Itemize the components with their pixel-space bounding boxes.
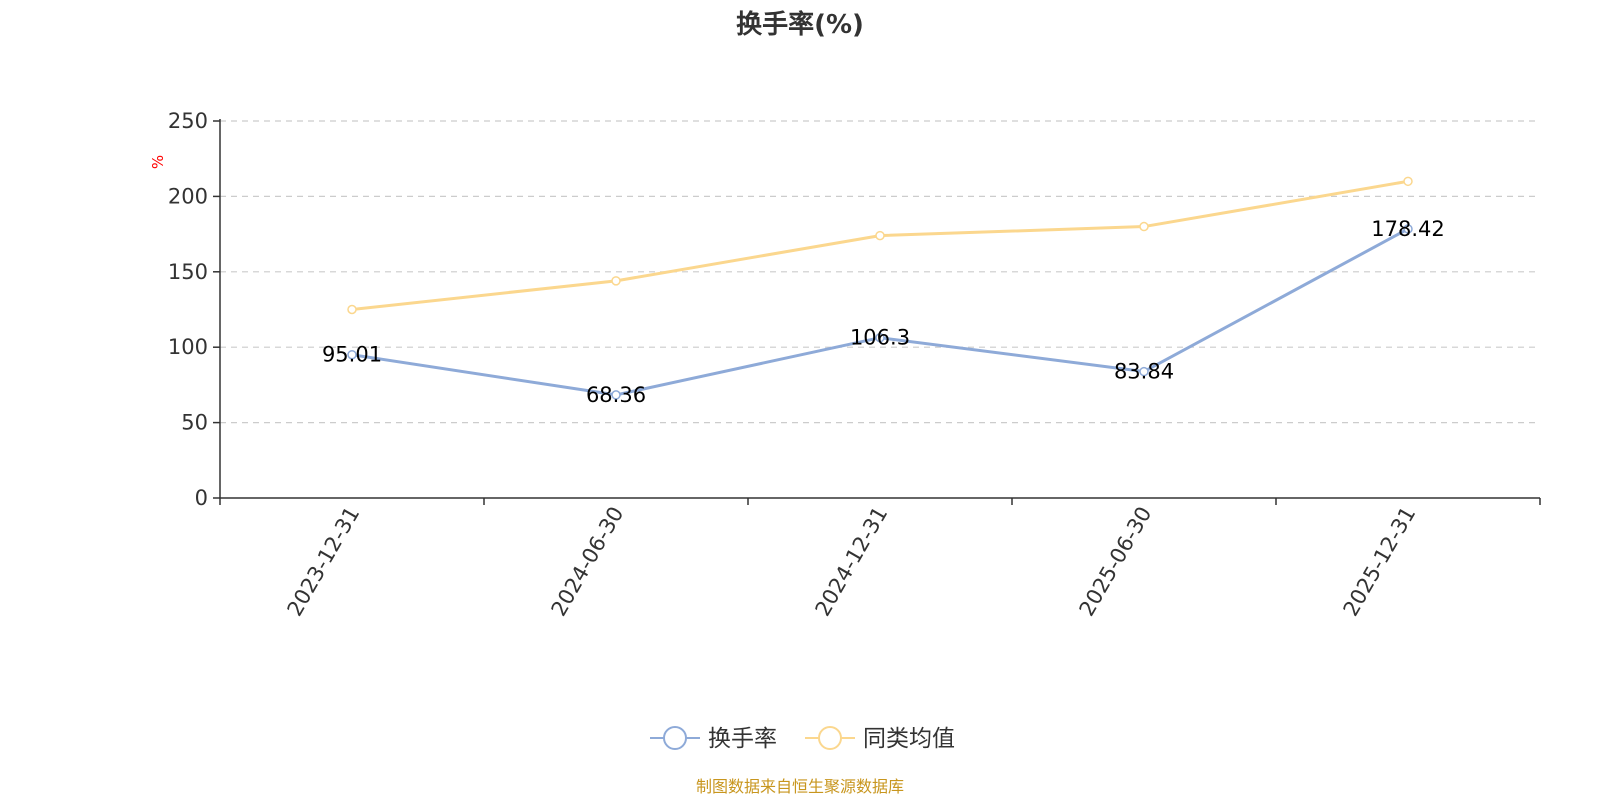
data-point[interactable] (875, 230, 885, 241)
legend-item-1[interactable]: 同类均值 (805, 726, 955, 752)
chart-title: 换手率(%) (736, 9, 864, 40)
data-point[interactable] (347, 304, 357, 315)
y-tick-label: 150 (168, 260, 208, 284)
data-label: 83.84 (1114, 360, 1174, 384)
legend-label: 换手率 (708, 726, 777, 752)
data-point[interactable] (1403, 224, 1413, 234)
x-tick-label: 2025-06-30 (1075, 503, 1157, 621)
y-tick-label: 200 (168, 184, 208, 208)
legend-circle-icon (663, 726, 687, 750)
y-tick-label: 250 (168, 109, 208, 133)
y-axis-unit-label: % (149, 155, 167, 169)
legend-item-0[interactable]: 换手率 (650, 726, 777, 752)
data-point[interactable] (611, 390, 621, 400)
y-tick-label: 50 (181, 411, 208, 435)
x-tick-label: 2025-12-31 (1339, 503, 1421, 621)
data-label: 95.01 (322, 343, 382, 367)
y-tick-label: 100 (168, 335, 208, 359)
x-tick-label: 2024-06-30 (547, 503, 629, 621)
data-labels: 95.01 68.36 106.3 83.84 178.42 (322, 217, 1445, 407)
data-point[interactable] (1139, 366, 1149, 377)
data-point[interactable] (1139, 221, 1149, 232)
legend-label: 同类均值 (863, 726, 955, 752)
data-point[interactable] (1403, 176, 1413, 187)
data-point[interactable] (875, 332, 885, 343)
series-line-1 (351, 179, 1409, 311)
x-tick-label: 2023-12-31 (283, 503, 365, 621)
data-label: 68.36 (586, 383, 646, 407)
data-label: 106.3 (850, 326, 910, 350)
legend[interactable]: 换手率 同类均值 (650, 726, 955, 752)
series-line-0 (351, 227, 1409, 397)
legend-circle-icon (818, 726, 842, 750)
source-note: 制图数据来自恒生聚源数据库 (696, 777, 904, 796)
y-tick-label: 0 (195, 486, 208, 510)
grid-lines (220, 120, 1540, 424)
x-tick-label: 2024-12-31 (811, 503, 893, 621)
series-lines (347, 176, 1413, 400)
data-label: 178.42 (1371, 217, 1444, 241)
data-point[interactable] (347, 349, 357, 360)
data-point[interactable] (611, 276, 621, 286)
